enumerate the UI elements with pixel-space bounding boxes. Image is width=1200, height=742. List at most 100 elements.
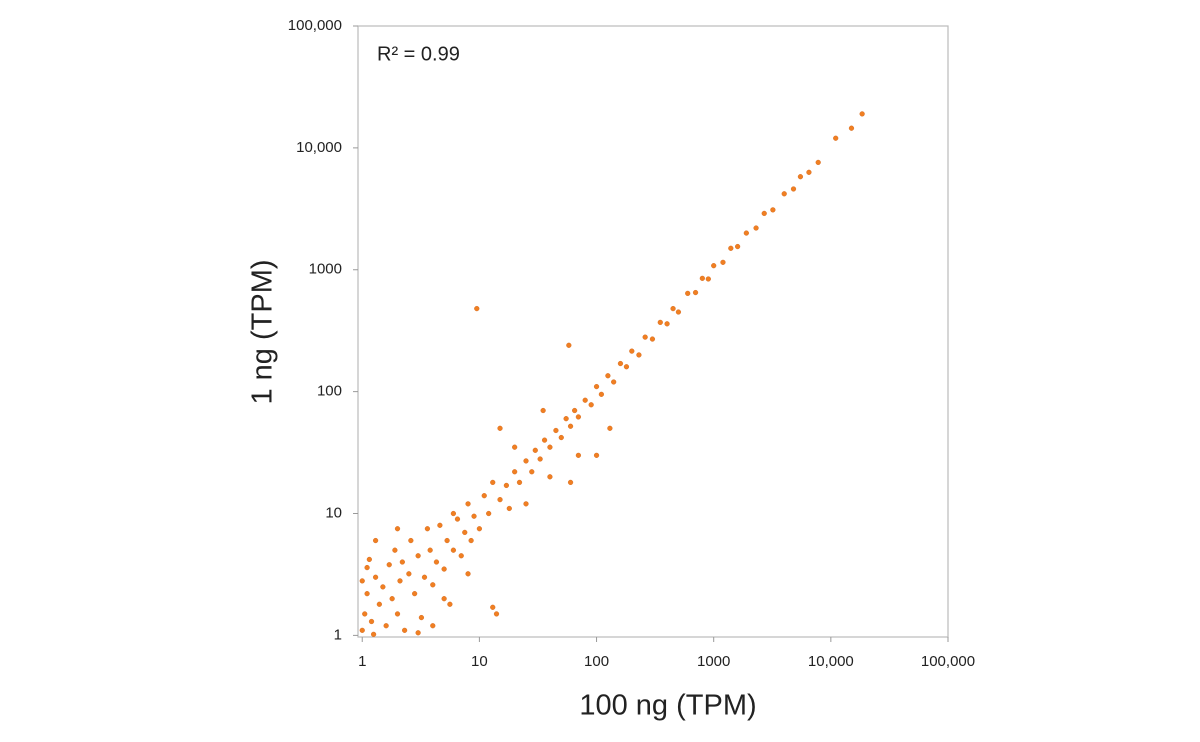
point [558, 434, 564, 441]
point [481, 493, 487, 499]
point [415, 553, 421, 559]
point [399, 559, 405, 565]
point [503, 482, 509, 489]
point [368, 618, 375, 625]
point [699, 275, 705, 281]
x-tick-label: 1000 [697, 653, 730, 670]
x-axis-title: 100 ng (TPM) [579, 690, 756, 722]
point [567, 423, 574, 429]
y-tick-label: 1000 [309, 261, 342, 278]
point [761, 210, 767, 216]
point [582, 397, 588, 403]
point [471, 513, 477, 519]
point [430, 623, 436, 629]
point [454, 516, 461, 522]
point [540, 407, 546, 414]
plot-frame [357, 25, 949, 638]
point [806, 169, 812, 175]
point [383, 623, 389, 629]
point [386, 562, 392, 568]
point [541, 437, 548, 443]
point [450, 547, 457, 553]
point [465, 571, 471, 577]
point [685, 290, 691, 296]
point [493, 611, 500, 617]
point [567, 479, 574, 485]
point [675, 309, 682, 315]
point [458, 553, 464, 559]
point [412, 591, 418, 597]
point [547, 474, 553, 480]
point [370, 631, 377, 637]
point [497, 497, 503, 503]
point [462, 529, 468, 535]
point [490, 604, 496, 610]
point [692, 289, 699, 296]
point [728, 245, 734, 251]
point [376, 601, 382, 607]
point [598, 391, 604, 397]
point [359, 578, 365, 584]
point [512, 444, 518, 450]
point [497, 425, 503, 431]
point [402, 627, 408, 633]
point [418, 614, 425, 621]
point [372, 537, 379, 544]
annotation: R² = 0.99 [377, 43, 460, 65]
point [781, 191, 787, 197]
point [359, 627, 365, 633]
point [642, 334, 648, 340]
point [735, 243, 741, 250]
point [441, 566, 447, 572]
point [797, 174, 804, 180]
point [424, 526, 431, 532]
point [486, 510, 492, 517]
point [362, 611, 368, 617]
x-tick-label: 1 [358, 653, 366, 670]
point [566, 342, 572, 348]
point [506, 505, 512, 512]
point [607, 425, 613, 431]
point [406, 571, 412, 577]
point [364, 564, 370, 571]
point [657, 319, 663, 325]
point [588, 402, 594, 408]
point [380, 584, 386, 590]
point [711, 263, 717, 269]
point [490, 479, 496, 485]
point [553, 427, 559, 434]
point [575, 452, 581, 458]
point [617, 360, 624, 367]
point [394, 526, 401, 532]
x-tick-label: 100,000 [921, 653, 975, 670]
x-tick-label: 100 [584, 653, 609, 670]
point [476, 526, 482, 532]
point [743, 230, 749, 236]
point [649, 336, 656, 342]
point [537, 456, 543, 462]
point [523, 501, 529, 507]
point [547, 444, 553, 450]
point [450, 510, 457, 517]
point [670, 306, 676, 312]
point [516, 479, 523, 485]
point [636, 352, 642, 358]
point [441, 596, 447, 602]
point [848, 125, 855, 131]
point [523, 458, 529, 464]
point [593, 383, 600, 390]
point [859, 111, 865, 117]
point [575, 414, 581, 420]
point [770, 207, 776, 213]
point [447, 601, 453, 607]
point [389, 596, 395, 602]
point [815, 159, 821, 166]
point [372, 574, 379, 580]
point [366, 556, 372, 563]
point [593, 452, 600, 458]
point [611, 379, 617, 385]
point [415, 630, 421, 636]
point [465, 501, 471, 507]
point [532, 447, 538, 453]
y-tick-label: 100 [317, 383, 342, 400]
